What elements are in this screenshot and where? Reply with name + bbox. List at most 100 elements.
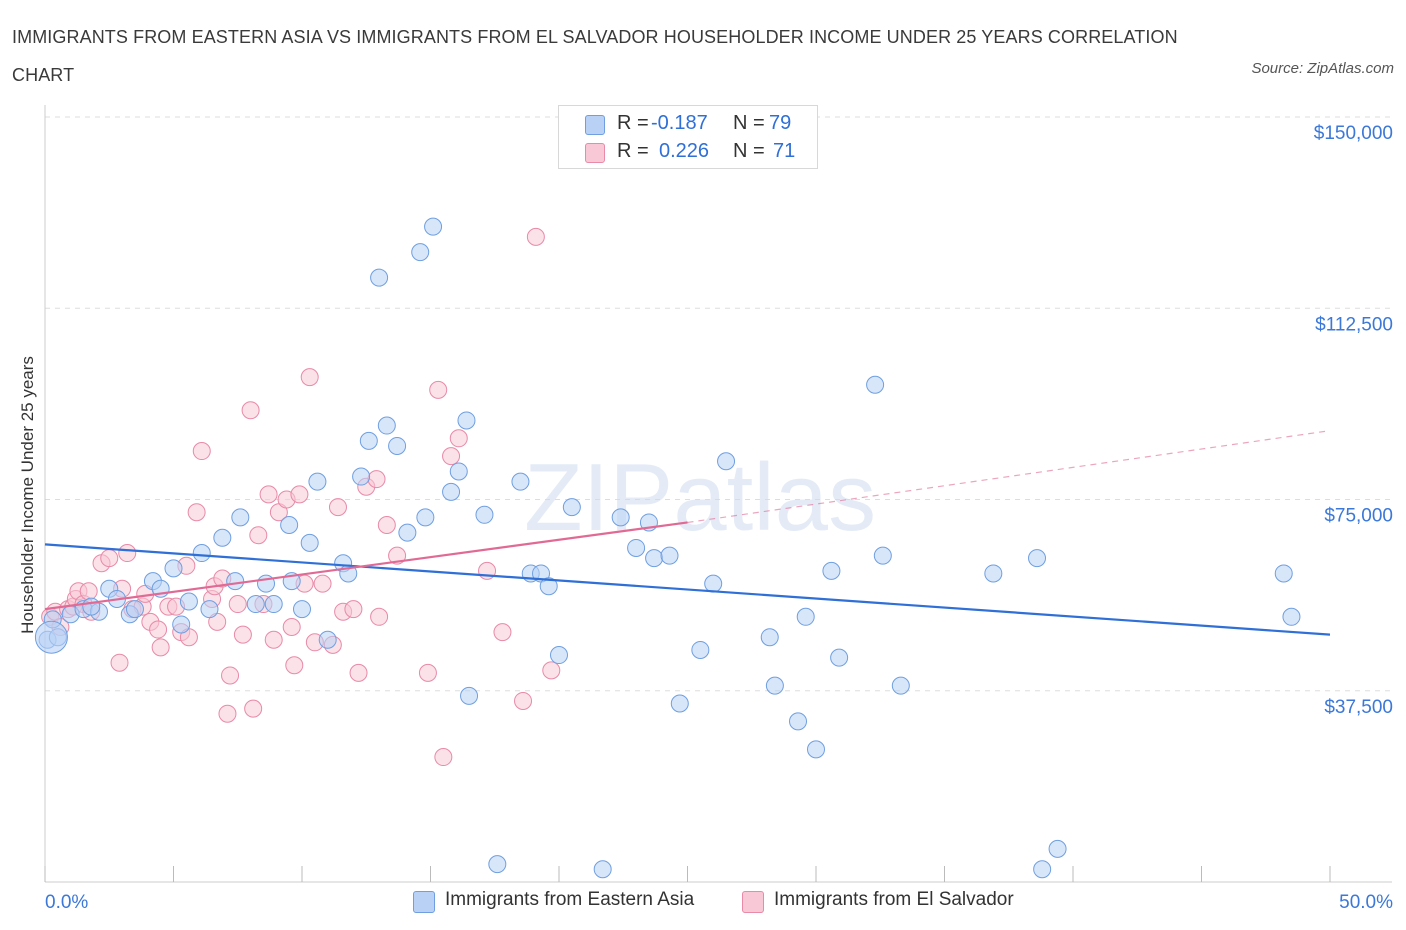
pink-swatch — [742, 891, 764, 913]
eastern-asia-point — [1028, 549, 1047, 568]
el-salvador-point — [110, 653, 129, 672]
eastern-asia-point — [200, 600, 219, 619]
eastern-asia-point — [34, 620, 68, 654]
eastern-asia-point — [660, 546, 679, 565]
legend-label: Immigrants from El Salvador — [774, 889, 1014, 910]
el-salvador-point — [367, 470, 386, 489]
eastern-asia-point — [627, 538, 646, 557]
eastern-asia-point — [442, 482, 461, 501]
n-value: 79 — [769, 112, 792, 134]
blue-swatch — [413, 891, 435, 913]
el-salvador-point — [418, 663, 437, 682]
el-salvador-point — [100, 549, 119, 568]
axis-layer — [44, 105, 1392, 883]
eastern-asia-point — [246, 595, 265, 614]
y-tick-label: $75,000 — [1324, 506, 1393, 527]
el-salvador-point — [449, 429, 468, 448]
eastern-asia-point — [264, 595, 283, 614]
el-salvador-point — [344, 600, 363, 619]
eastern-asia-point — [670, 694, 689, 713]
eastern-asia-point — [984, 564, 1003, 583]
el-salvador-point — [151, 638, 170, 657]
eastern-asia-point — [300, 533, 319, 552]
el-salvador-point — [149, 620, 168, 639]
eastern-asia-point — [192, 544, 211, 563]
eastern-asia-point — [318, 630, 337, 649]
eastern-asia-point — [411, 243, 430, 262]
n-label: N = — [733, 112, 765, 134]
el-salvador-point — [429, 380, 448, 399]
r-label: R = — [617, 140, 649, 162]
eastern-asia-point — [82, 597, 101, 616]
eastern-asia-point — [172, 615, 191, 634]
eastern-asia-point — [352, 467, 371, 486]
eastern-asia-point — [475, 505, 494, 524]
eastern-asia-point — [550, 646, 568, 665]
el-salvador-point — [377, 516, 396, 534]
eastern-asia-point — [1274, 564, 1293, 583]
eastern-asia-trendline — [44, 543, 1331, 636]
el-salvador-point — [542, 661, 561, 680]
eastern-asia-points — [34, 217, 1301, 879]
el-salvador-point — [349, 663, 368, 682]
eastern-asia-point — [1033, 860, 1052, 879]
el-salvador-point — [221, 666, 240, 685]
el-salvador-point — [228, 595, 247, 614]
eastern-asia-point — [691, 640, 710, 659]
eastern-asia-point — [213, 528, 232, 547]
eastern-asia-point — [593, 860, 612, 879]
eastern-asia-point — [796, 607, 815, 626]
chart-title: IMMIGRANTS FROM EASTERN ASIA VS IMMIGRAN… — [12, 27, 1178, 85]
el-salvador-point — [241, 401, 260, 420]
correlation-legend: R = -0.187 N = 79 R = 0.226 N = 71 — [558, 105, 818, 169]
eastern-asia-point — [370, 268, 389, 287]
blue-swatch — [585, 115, 605, 135]
eastern-asia-point — [449, 462, 468, 481]
eastern-asia-point — [164, 559, 183, 578]
x-tick-label: 0.0% — [45, 892, 88, 913]
el-salvador-point — [526, 227, 545, 246]
el-salvador-point — [249, 526, 268, 545]
el-salvador-point — [434, 748, 453, 767]
eastern-asia-point — [539, 577, 558, 596]
eastern-asia-point — [388, 436, 407, 455]
eastern-asia-point — [416, 508, 435, 527]
el-salvador-point — [259, 485, 278, 504]
eastern-asia-point — [511, 472, 530, 491]
el-salvador-trendline — [44, 521, 688, 611]
n-value: 71 — [773, 140, 796, 162]
r-label: R = — [617, 112, 649, 134]
el-salvador-point — [388, 546, 407, 565]
eastern-asia-point — [645, 549, 664, 568]
el-salvador-points — [41, 227, 561, 767]
el-salvador-point — [370, 607, 389, 626]
eastern-asia-point — [760, 628, 779, 647]
n-label: N = — [733, 140, 765, 162]
el-salvador-point — [328, 498, 347, 517]
eastern-asia-point — [179, 592, 198, 611]
eastern-asia-point — [457, 411, 476, 430]
eastern-asia-point — [873, 546, 892, 565]
eastern-asia-point — [226, 572, 245, 591]
source-note: Source: ZipAtlas.com — [1251, 60, 1394, 77]
eastern-asia-point — [807, 740, 825, 759]
el-salvador-point — [244, 699, 263, 718]
el-salvador-point — [313, 574, 332, 593]
y-tick-label: $112,500 — [1315, 314, 1393, 335]
el-salvador-point — [218, 704, 237, 723]
eastern-asia-point — [866, 375, 885, 394]
eastern-asia-point — [377, 416, 396, 435]
y-tick-label: $150,000 — [1314, 123, 1393, 144]
el-salvador-point — [187, 503, 206, 522]
eastern-asia-point — [765, 676, 784, 695]
eastern-asia-point — [460, 686, 479, 705]
r-value: 0.226 — [659, 140, 710, 162]
el-salvador-point — [493, 623, 512, 642]
eastern-asia-point — [1282, 607, 1301, 626]
el-salvador-point — [192, 442, 211, 461]
eastern-asia-point — [280, 516, 299, 534]
eastern-asia-point — [611, 508, 630, 527]
el-salvador-trendline-extension — [687, 430, 1331, 524]
eastern-asia-point — [717, 452, 736, 471]
